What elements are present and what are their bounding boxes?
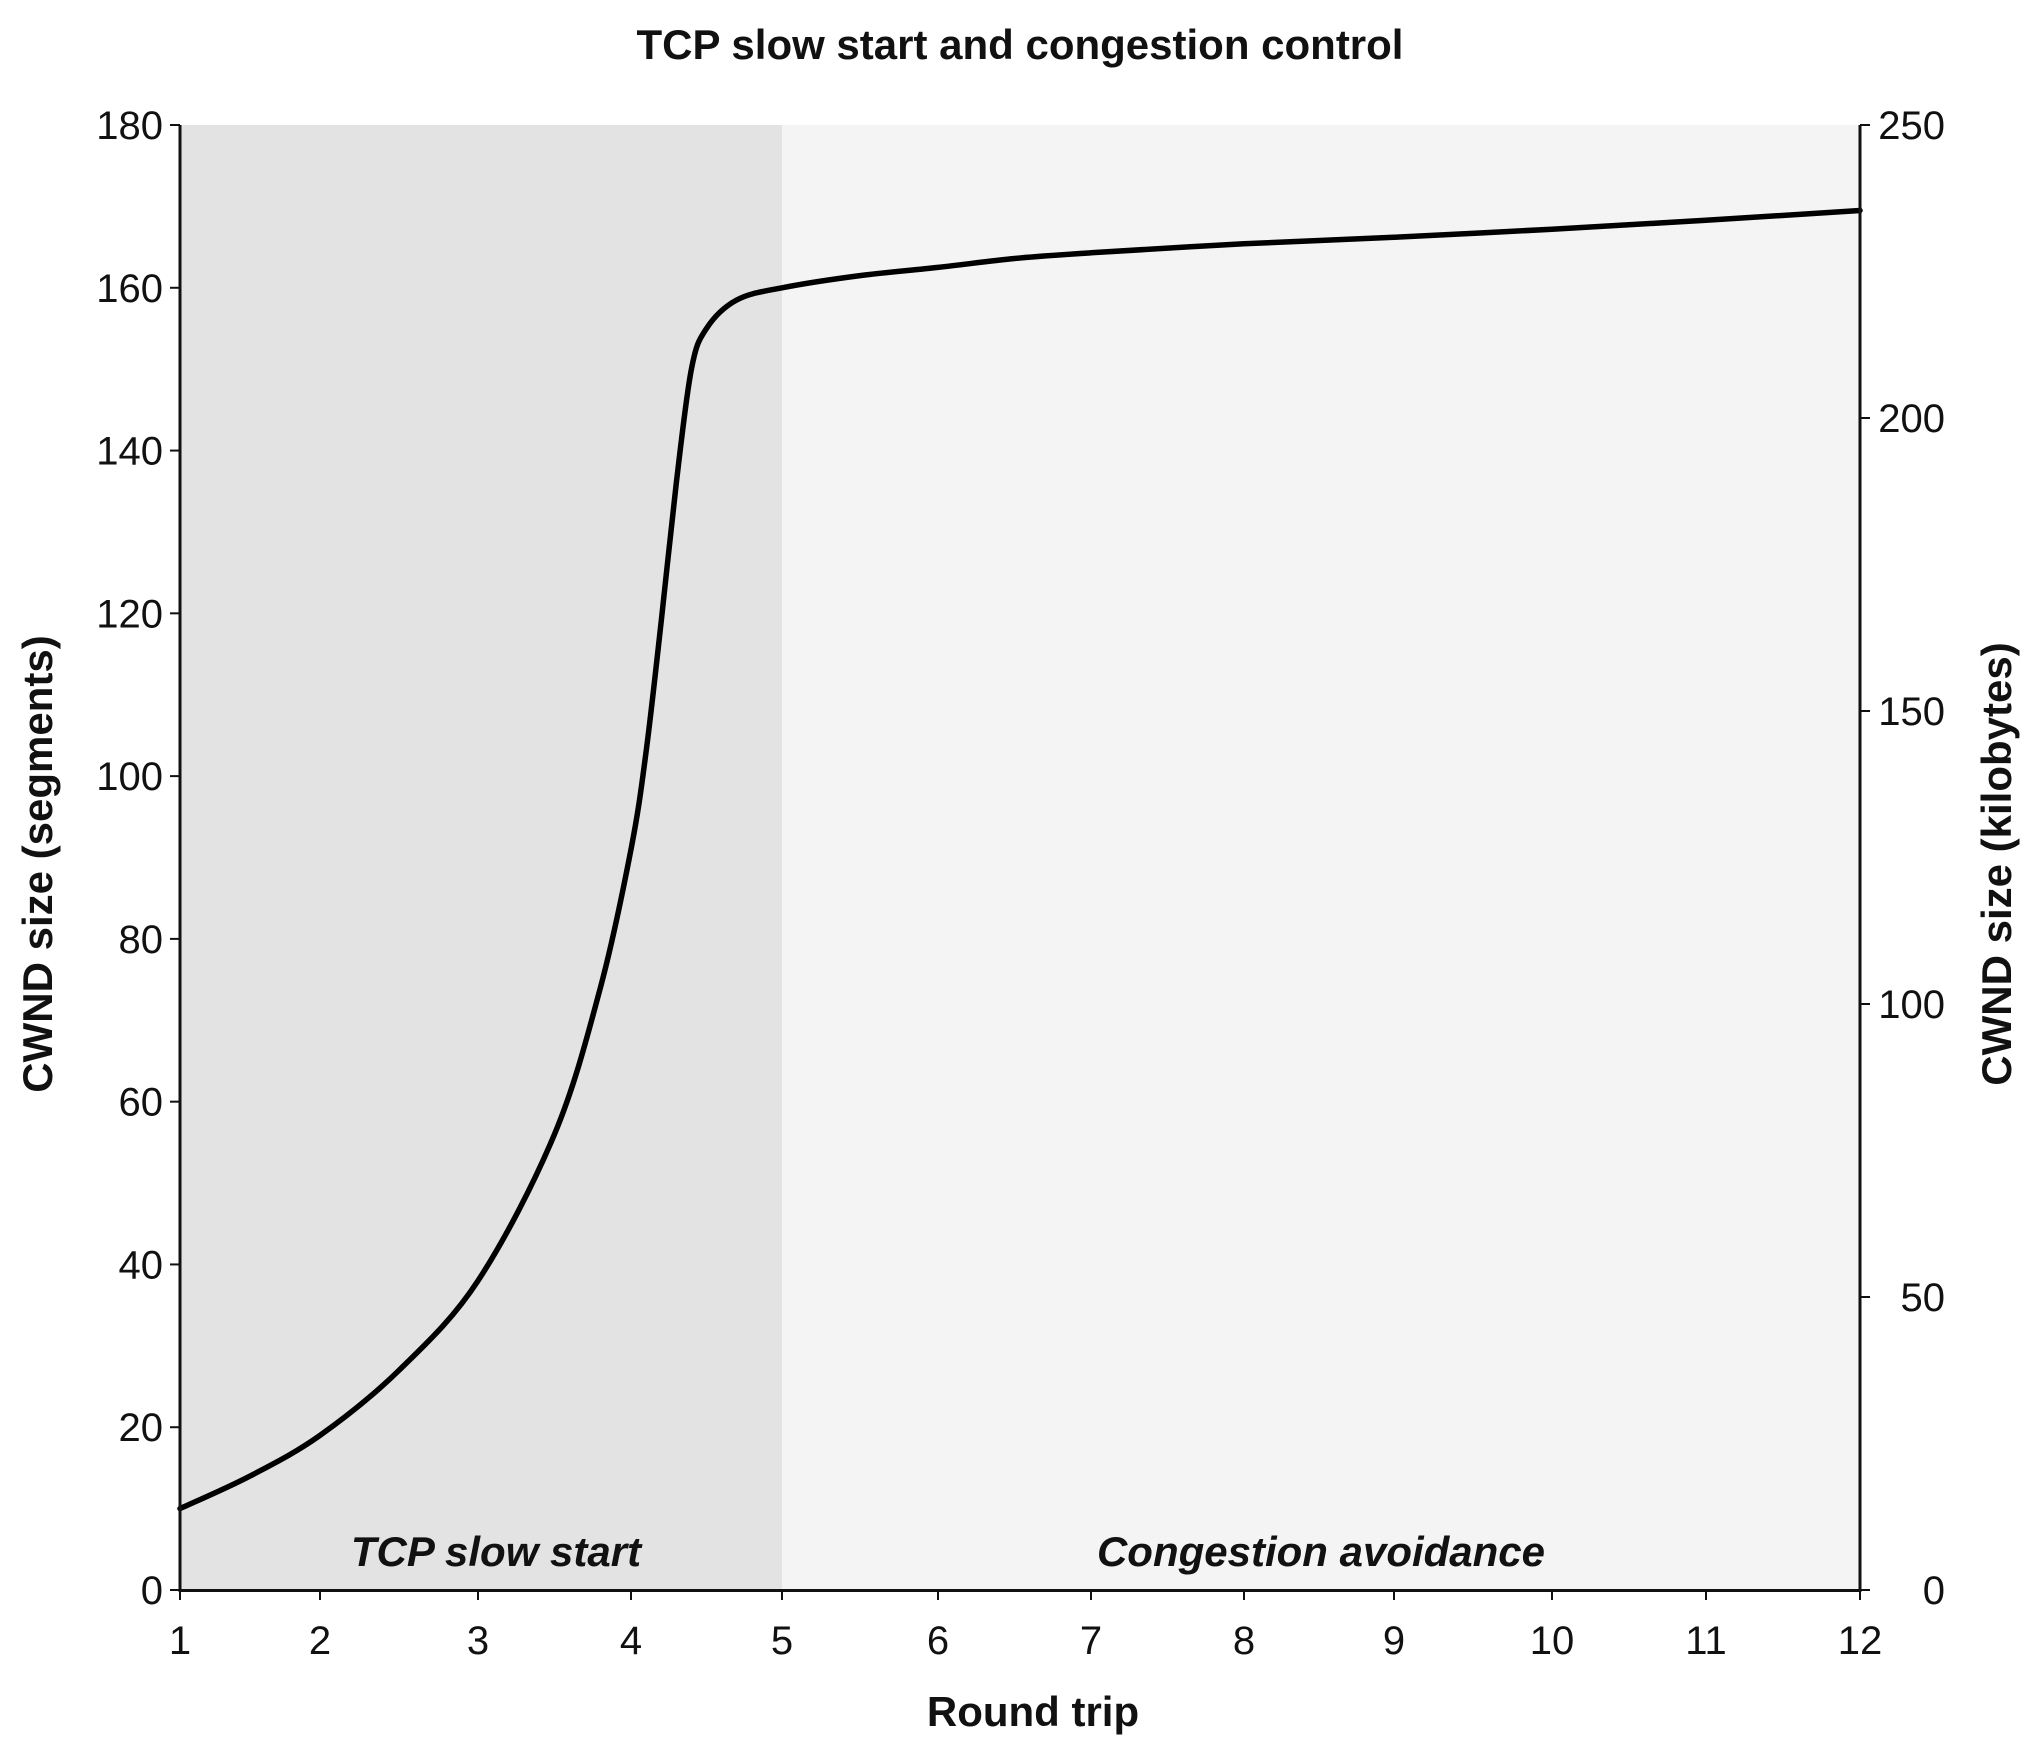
left-tick-label: 140	[96, 430, 163, 474]
left-tick-label: 60	[119, 1081, 164, 1125]
right-tick-label: 50	[1901, 1276, 1946, 1320]
left-tick-label: 100	[96, 755, 163, 799]
x-ticks: 1 2 3 4 5 6 7 8 9 10 11 12	[169, 1590, 1882, 1663]
x-tick-label: 8	[1233, 1619, 1255, 1663]
left-tick-label: 0	[141, 1569, 163, 1613]
x-tick-label: 9	[1383, 1619, 1405, 1663]
left-tick-label: 20	[119, 1406, 164, 1450]
x-tick-label: 12	[1838, 1619, 1883, 1663]
chart-title: TCP slow start and congestion control	[637, 21, 1404, 68]
right-y-ticks: 0 50 100 150 200 250	[1860, 104, 1945, 1613]
left-tick-label: 120	[96, 592, 163, 636]
x-tick-label: 2	[309, 1619, 331, 1663]
y-axis-label-right: CWND size (kilobytes)	[1973, 642, 2020, 1085]
x-tick-label: 3	[467, 1619, 489, 1663]
region-backgrounds	[180, 125, 1860, 1590]
x-tick-label: 1	[169, 1619, 191, 1663]
axes	[178, 125, 1862, 1592]
x-tick-label: 10	[1530, 1619, 1575, 1663]
left-tick-label: 180	[96, 104, 163, 148]
right-tick-label: 100	[1878, 983, 1945, 1027]
right-tick-label: 150	[1878, 690, 1945, 734]
x-tick-label: 4	[620, 1619, 642, 1663]
left-tick-label: 160	[96, 267, 163, 311]
x-tick-label: 5	[771, 1619, 793, 1663]
x-axis-label: Round trip	[927, 1688, 1139, 1735]
region-label-1: TCP slow start	[351, 1528, 643, 1575]
y-axis-label-left: CWND size (segments)	[14, 635, 61, 1092]
right-tick-label: 200	[1878, 397, 1945, 441]
right-tick-label: 0	[1923, 1569, 1945, 1613]
region-labels: TCP slow start Congestion avoidance	[351, 1528, 1545, 1575]
x-tick-label: 7	[1080, 1619, 1102, 1663]
x-tick-label: 11	[1685, 1619, 1727, 1663]
region-2	[782, 125, 1860, 1590]
region-label-2: Congestion avoidance	[1097, 1528, 1545, 1575]
left-tick-label: 40	[119, 1243, 164, 1287]
left-y-ticks: 0 20 40 60 80 100 120 140 160 180	[96, 104, 180, 1613]
left-tick-label: 80	[119, 918, 164, 962]
cwnd-curve	[177, 207, 1863, 1512]
series-layer	[177, 207, 1863, 1512]
x-tick-label: 6	[927, 1619, 949, 1663]
right-tick-label: 250	[1878, 104, 1945, 148]
region-1	[180, 125, 782, 1590]
